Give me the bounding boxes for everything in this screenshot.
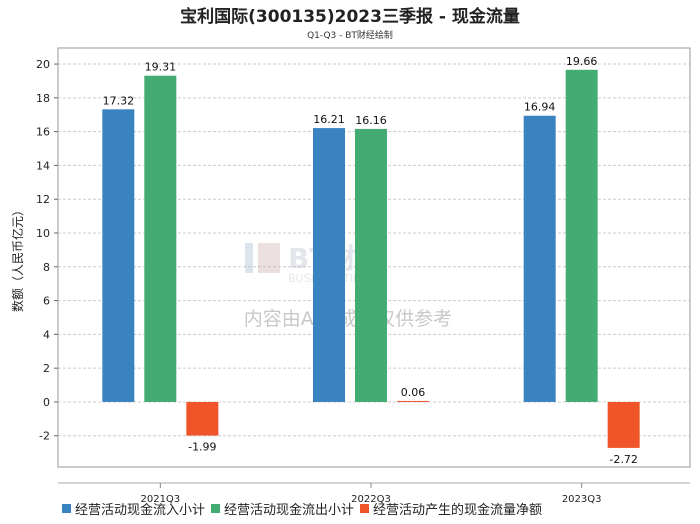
legend-item: 经营活动产生的现金流量净额 [373,502,542,518]
chart-subtitle: Q1-Q3 - BT财经绘制 [307,29,393,41]
data-label: 16.16 [355,114,387,127]
y-tick-label: 20 [36,58,50,71]
y-tick-label: 10 [36,227,50,240]
y-tick-label: 14 [36,159,50,172]
y-tick-label: 0 [43,396,50,409]
bars: 17.32 19.31 -1.99 16.21 16.16 0.06 16.94 19.66 -… [102,55,640,466]
bar-2022Q3-1 [355,128,387,402]
legend-swatch [62,504,71,513]
bar-2021Q3-0 [102,109,135,402]
legend-item: 经营活动现金流入小计 [75,502,205,518]
legend-swatch [360,504,369,513]
data-label: 19.31 [145,61,177,74]
data-label: -2.72 [609,453,637,466]
legend-swatch [211,504,220,513]
y-tick-label: 6 [43,295,50,308]
bar-2021Q3-1 [144,75,177,402]
y-tick-label: 12 [36,193,50,206]
bar-2023Q3-2 [607,401,640,448]
y-tick-label: 2 [43,362,50,375]
ai-notice-watermark: 内容由AI生成，仅供参考 [244,308,453,330]
watermark-logo-icon [245,243,253,273]
x-tick-label: 2023Q3 [562,494,602,505]
bar-2023Q3-1 [565,69,598,402]
y-tick-label: 8 [43,261,50,274]
data-label: 17.32 [103,94,135,107]
bar-2023Q3-0 [523,115,556,402]
x-axis: 2021Q3 2022Q3 2023Q3 [58,482,690,505]
y-tick-label: 16 [36,126,50,139]
watermark-logo-icon-2 [258,243,280,273]
data-label: 16.21 [313,113,345,126]
bar-2022Q3-2 [397,400,429,402]
y-axis-label: 数额（人民币亿元） [10,204,25,312]
data-label: 19.66 [566,55,598,68]
data-label: 16.94 [524,101,556,114]
bar-2021Q3-2 [186,401,219,436]
y-tick-label: 18 [36,92,50,105]
x-tick-label: 2022Q3 [351,494,391,505]
y-tick-label: 4 [43,328,50,341]
legend: 经营活动现金流入小计 经营活动现金流出小计 经营活动产生的现金流量净额 [62,502,542,518]
x-tick-label: 2021Q3 [140,494,180,505]
chart-title: 宝利国际(300135)2023三季报 - 现金流量 [180,6,520,27]
plot-frame [57,47,691,468]
data-label: -1.99 [188,441,216,454]
y-tick-label: -2 [39,430,50,443]
legend-item: 经营活动现金流出小计 [224,502,354,518]
data-label: 0.06 [401,386,426,399]
bar-2022Q3-0 [313,128,345,402]
